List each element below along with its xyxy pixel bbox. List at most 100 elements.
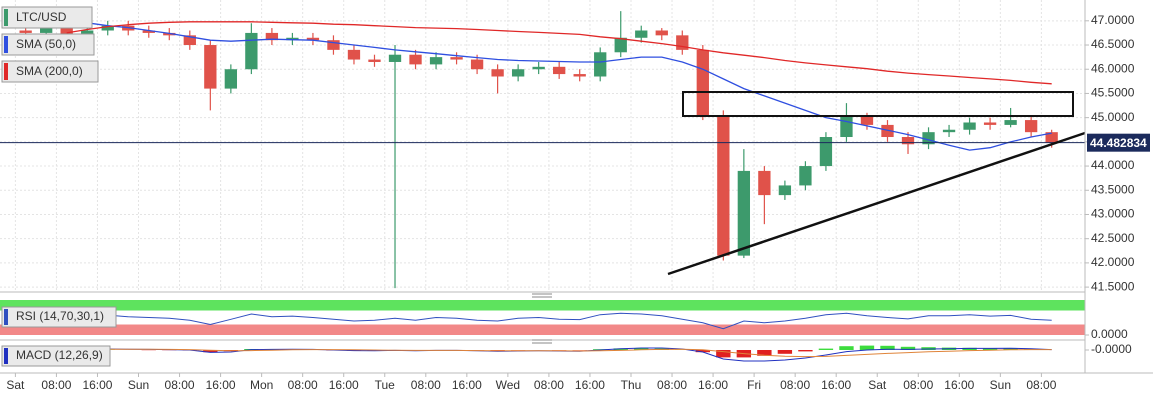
candle-body [860,115,874,125]
panel-title: MACD (12,26,9) [16,348,103,362]
candle-body [306,37,320,41]
resize-grip[interactable] [532,293,552,344]
y-tick-label: 44.0000 [1091,158,1135,172]
y-tick-label: 47.0000 [1091,13,1135,27]
candle-body [388,54,402,62]
candle-body [778,185,792,196]
x-tick-label: 08:00 [41,378,71,392]
candle-body [594,52,607,77]
macd-histogram-bar [757,350,772,356]
candle-body [183,35,196,46]
x-tick-label: 16:00 [944,378,974,392]
candle-body [409,54,422,65]
legend-box[interactable] [1,345,111,367]
macd-histogram-bar [818,348,834,350]
candle-body [553,66,566,75]
macd-histogram-bar [716,350,731,358]
x-tick-label: 08:00 [1026,378,1056,392]
candle-body [573,74,586,77]
candle-body [901,137,915,145]
x-tick-label: 16:00 [452,378,482,392]
candle-body [696,49,709,116]
x-tick-label: Thu [621,378,642,392]
x-tick-label: 16:00 [82,378,112,392]
macd-histogram-bar [982,348,998,350]
y-tick-label: 43.5000 [1091,182,1135,196]
candle-body [532,66,545,70]
candle-body [1045,132,1058,143]
candle-body [819,137,833,167]
y-tick-label: 0.0000 [1091,327,1128,341]
candle-body [737,170,751,256]
rsi-line [25,312,1052,330]
sma-line [66,21,1052,85]
macd-histogram-bar [695,350,710,353]
x-tick-label: 08:00 [165,378,195,392]
candle-body [142,30,155,33]
x-tick-label: 08:00 [411,378,441,392]
candle-body [491,69,504,77]
legend-label: SMA (50,0) [16,37,76,51]
macd-histogram-bar [839,346,854,350]
macd-histogram-bar [798,350,813,352]
x-tick-label: 16:00 [329,378,359,392]
legend-swatch [4,9,8,26]
candle-body [635,30,648,38]
candle-body [163,32,176,36]
candle-body [101,25,114,31]
legend-box[interactable] [1,306,117,328]
x-tick-label: 08:00 [657,378,687,392]
candle-body [655,30,668,36]
macd-histogram-bar [203,350,218,353]
macd-histogram-bar [859,345,875,350]
legend: LTC/USD SMA (50,0) SMA (200,0) RSI (14,7… [1,6,117,367]
candle-body [983,122,997,125]
legend-swatch [4,36,8,53]
sma-line [25,12,1052,151]
candle-body [963,122,976,130]
candle-body [60,28,73,36]
candle-body [717,115,730,256]
x-tick-label: Tue [375,378,396,392]
x-tick-label: Sat [6,378,25,392]
legend-swatch [4,348,8,364]
candle-body [881,124,894,138]
panel-title: RSI (14,70,30,1) [16,309,104,323]
macd-histogram-bar [634,348,649,350]
signal-line [25,348,1052,358]
macd-histogram-bar [880,345,895,350]
x-tick-label: 16:00 [698,378,728,392]
y-tick-label: 42.0000 [1091,255,1135,269]
candle-body [1004,120,1017,125]
candle-body [799,166,812,186]
candle-body [1024,120,1038,133]
legend-box[interactable] [1,33,95,56]
legend-box[interactable] [1,60,99,83]
candle-body [758,170,771,196]
plot-area [0,0,1085,377]
x-tick-label: 16:00 [575,378,605,392]
macd-histogram-bar [777,350,793,354]
legend-box[interactable] [1,6,93,29]
candle-body [368,59,381,62]
y-tick-label: 45.5000 [1091,86,1135,100]
candle-body [265,32,279,41]
last-price-label: 44.482834 [1090,136,1147,150]
x-tick-label: Sun [128,378,149,392]
candle-body [327,40,340,50]
x-tick-label: Sat [868,378,887,392]
y-tick-label: -0.0000 [1091,342,1132,356]
legend-swatch [4,63,8,80]
candle-body [245,32,258,70]
y-tick-label: 45.0000 [1091,110,1135,124]
candle-body [942,129,956,133]
candle-body [286,37,299,41]
x-tick-label: 16:00 [821,378,851,392]
legend-label: LTC/USD [16,10,67,24]
x-tick-label: 16:00 [206,378,236,392]
x-tick-label: Fri [747,378,761,392]
trend-line [667,131,1086,276]
overbought-band [0,300,1085,311]
candle-body [429,57,443,65]
